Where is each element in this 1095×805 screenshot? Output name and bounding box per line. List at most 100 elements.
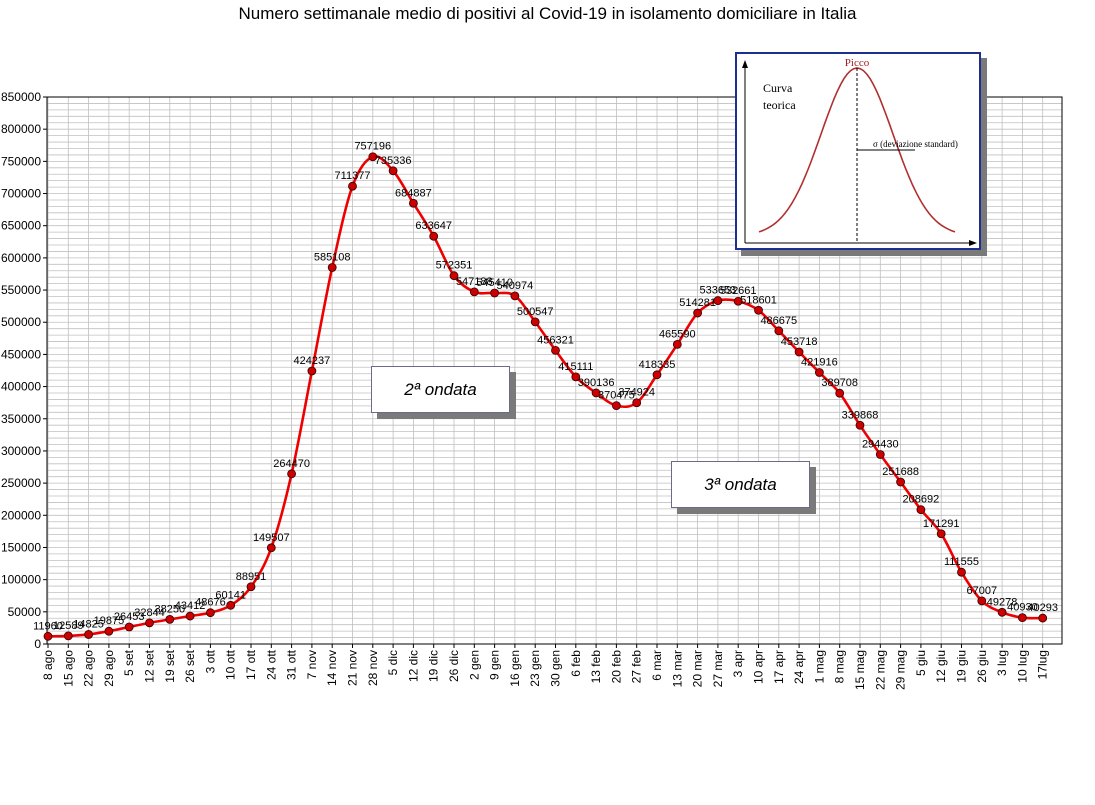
data-point [84, 630, 93, 639]
inset-x-arrow [969, 240, 977, 246]
data-label: 514281 [679, 297, 716, 309]
data-label: 26453 [114, 611, 145, 623]
data-point [855, 420, 865, 430]
theoretical-curve-inset: Curva teorica Picco σ (deviazione standa… [735, 52, 981, 250]
data-point [794, 347, 804, 357]
data-point [693, 308, 702, 318]
inset-y-arrow [742, 60, 748, 68]
x-tick-label: 28 nov [366, 650, 380, 686]
data-label: 60141 [215, 589, 246, 601]
x-tick-label: 8 ago [41, 650, 55, 680]
data-label: 415111 [558, 361, 593, 373]
data-point [875, 450, 885, 459]
data-label: 67007 [967, 585, 998, 597]
data-label: 547188 [456, 276, 493, 288]
data-label: 251688 [882, 466, 919, 478]
data-point [551, 345, 560, 355]
data-label: 49278 [987, 596, 1018, 608]
data-point [490, 288, 500, 298]
x-tick-label: 22 ago [82, 650, 96, 687]
y-tick-label: 500000 [1, 315, 41, 329]
x-tick-label: 9 gen [488, 650, 502, 680]
data-point [348, 181, 357, 191]
annotation-third-wave-text: 3ª ondata [704, 474, 777, 494]
data-point [205, 608, 215, 618]
x-tick-label: 19 set [163, 649, 177, 682]
data-label: 545410 [476, 277, 513, 289]
y-tick-label: 150000 [1, 540, 41, 554]
data-label: 88951 [236, 571, 267, 583]
x-tick-label: 6 mar [650, 650, 664, 681]
y-tick-label: 200000 [1, 508, 41, 522]
data-label: 424237 [294, 355, 331, 367]
data-label: 453718 [781, 336, 818, 348]
data-label: 533653 [700, 285, 737, 297]
data-label: 38250 [155, 603, 186, 615]
data-label: 572351 [436, 260, 473, 272]
x-tick-label: 31 ott [285, 649, 299, 680]
x-tick-label: 17 apr [772, 650, 786, 684]
data-point [429, 231, 439, 241]
inset-peak-label: Picco [845, 57, 870, 69]
data-point [571, 372, 581, 382]
data-point [104, 626, 114, 636]
y-tick-label: 700000 [1, 187, 41, 201]
x-tick-label: 24 apr [792, 650, 806, 684]
x-tick-label: 14 nov [325, 650, 339, 686]
x-tick-label: 29 mag [894, 650, 908, 690]
x-tick-label: 7 nov [305, 650, 319, 679]
data-point [632, 398, 642, 408]
inset-sigma-label: σ (deviazione standard) [873, 139, 958, 149]
data-label: 465590 [659, 328, 696, 340]
y-tick-label: 350000 [1, 412, 41, 426]
data-label: 264470 [273, 458, 310, 470]
data-label: 418335 [639, 359, 676, 371]
x-tick-label: 13 feb [589, 650, 603, 684]
data-label: 48676 [195, 597, 226, 609]
x-tick-label: 12 set [143, 649, 157, 682]
data-label: 532661 [720, 285, 757, 297]
x-tick-label: 3 lug [995, 650, 1009, 676]
data-label: 370475 [598, 390, 635, 402]
x-tick-label: 3 ott [203, 649, 217, 673]
x-tick-label: 5 giu [914, 650, 928, 676]
x-tick-label: 26 dic [447, 650, 461, 682]
y-tick-label: 100000 [1, 573, 41, 587]
data-point [449, 271, 459, 281]
data-point [591, 388, 601, 398]
x-tick-label: 5 set [122, 649, 136, 676]
data-label: 540974 [497, 280, 534, 292]
annotation-third-wave: 3ª ondata [671, 461, 810, 508]
x-tick-label: 19 giu [955, 650, 969, 683]
x-tick-label: 16 gen [508, 650, 522, 687]
x-tick-label: 13 mar [670, 650, 684, 687]
data-label: 735336 [375, 155, 412, 167]
x-tick-label: 17lug [1036, 650, 1050, 679]
data-label: 456321 [537, 334, 574, 346]
x-tick-label: 27 feb [630, 650, 644, 684]
data-point [287, 469, 297, 479]
data-point [226, 600, 236, 610]
x-tick-label: 30 gen [549, 650, 563, 687]
data-label: 14825 [73, 618, 104, 630]
data-label: 389708 [821, 377, 858, 389]
data-point [1038, 613, 1048, 623]
data-point [388, 166, 398, 176]
x-tick-label: 12 dic [406, 650, 420, 682]
data-point [612, 401, 621, 410]
data-point [1018, 613, 1027, 623]
data-label: 149507 [253, 532, 290, 544]
y-tick-label: 450000 [1, 347, 41, 361]
data-point [672, 339, 682, 349]
data-point [124, 622, 134, 632]
data-point [896, 477, 905, 487]
y-tick-label: 400000 [1, 380, 41, 394]
x-tick-label: 29 ago [102, 650, 116, 687]
annotation-second-wave: 2ª ondata [371, 366, 510, 413]
x-axis: 8 ago 15 ago 22 ago 29 ago 5 set 12 set 19 set… [41, 644, 1050, 690]
data-point [63, 631, 73, 641]
data-label: 486675 [760, 315, 797, 327]
data-point [165, 614, 175, 624]
x-tick-label: 21 nov [346, 650, 360, 686]
data-point [530, 317, 540, 327]
